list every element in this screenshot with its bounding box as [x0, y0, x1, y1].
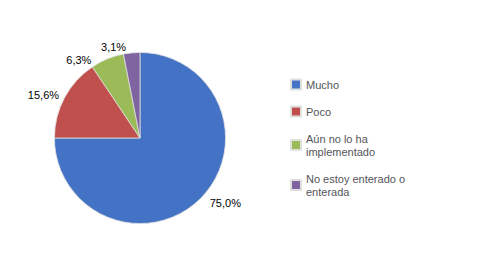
- svg-text:3,1%: 3,1%: [101, 41, 126, 53]
- svg-text:enterada: enterada: [306, 186, 350, 198]
- svg-text:15,6%: 15,6%: [28, 89, 59, 101]
- svg-text:implementado: implementado: [306, 146, 375, 158]
- svg-text:75,0%: 75,0%: [210, 197, 241, 209]
- svg-text:Poco: Poco: [306, 106, 331, 118]
- svg-text:Mucho: Mucho: [306, 79, 339, 91]
- svg-text:No estoy enterado o: No estoy enterado o: [306, 173, 405, 185]
- svg-text:Aún no lo ha: Aún no lo ha: [306, 133, 369, 145]
- svg-text:6,3%: 6,3%: [66, 54, 91, 66]
